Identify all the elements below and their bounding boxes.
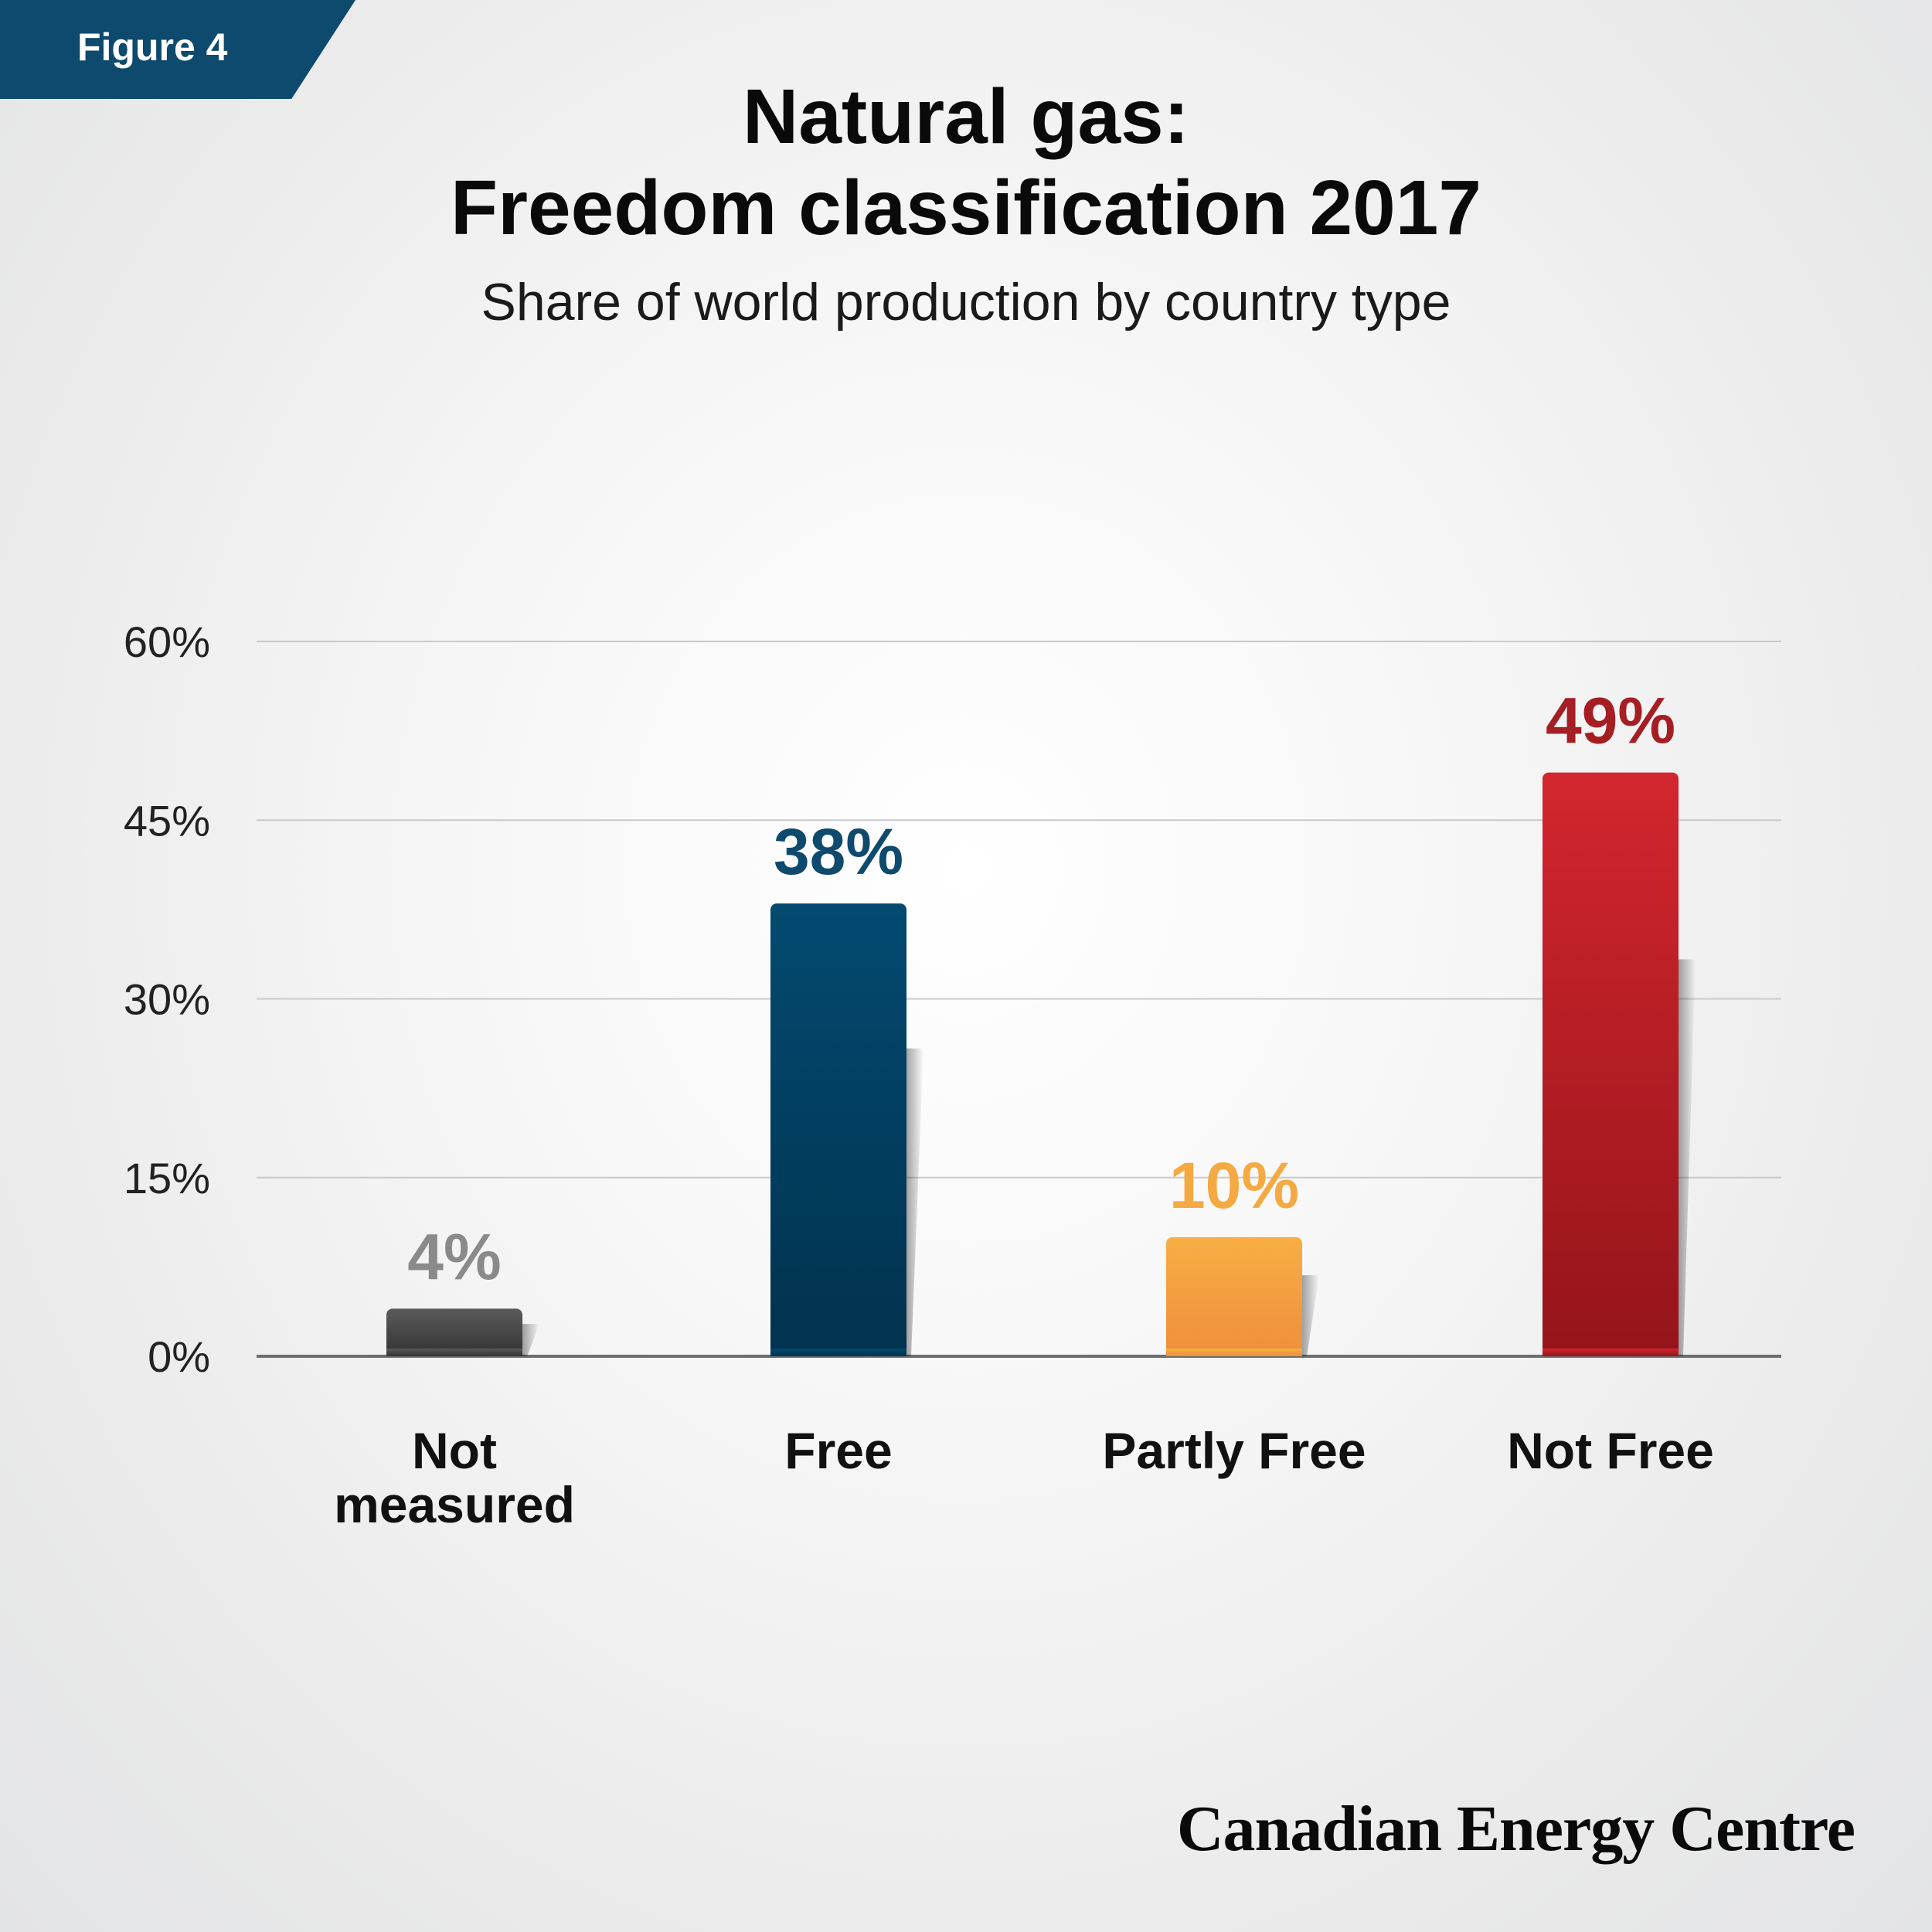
y-tick-label: 15% xyxy=(124,1154,210,1202)
category-label-not-measured: Not xyxy=(412,1422,497,1479)
bar-base xyxy=(1543,1349,1679,1356)
bar-not-free xyxy=(1543,772,1679,1356)
bar-shadow xyxy=(522,1324,539,1356)
bar-shadow xyxy=(1302,1275,1319,1356)
category-label-not-free: Not Free xyxy=(1507,1422,1714,1479)
value-label-not-measured: 4% xyxy=(407,1220,501,1293)
y-tick-label: 60% xyxy=(124,617,210,666)
grid-layer: 0% 15% 30% 45% 60% xyxy=(124,617,1781,1381)
y-tick-label: 30% xyxy=(124,975,210,1024)
category-label-partly-free: Partly Free xyxy=(1102,1422,1366,1479)
chart-title: Natural gas: Freedom classification 2017 xyxy=(0,71,1932,253)
figure-badge xyxy=(0,0,355,99)
value-label-free: 38% xyxy=(774,815,903,888)
brand-logo-text: Canadian Energy Centre xyxy=(1176,1793,1855,1865)
bar-shadow xyxy=(1679,959,1696,1356)
title-line-1: Natural gas: xyxy=(743,73,1189,160)
bar-base xyxy=(770,1349,906,1356)
category-label-free: Free xyxy=(784,1422,892,1479)
bar-free xyxy=(770,903,906,1356)
bar-partly-free xyxy=(1166,1236,1302,1356)
value-label-not-free: 49% xyxy=(1546,685,1675,757)
chart-subtitle: Share of world production by country typ… xyxy=(481,273,1451,332)
y-tick-label: 0% xyxy=(148,1332,210,1381)
figure-label: Figure 4 xyxy=(77,26,228,69)
title-line-2: Freedom classification 2017 xyxy=(451,165,1481,251)
bar-base xyxy=(1166,1349,1302,1356)
y-tick-label: 45% xyxy=(124,796,210,845)
bar-not-measured xyxy=(386,1308,522,1356)
category-label-not-measured: measured xyxy=(334,1476,575,1533)
bars-layer xyxy=(386,772,1696,1356)
value-label-partly-free: 10% xyxy=(1169,1149,1299,1222)
bar-base xyxy=(386,1349,522,1356)
bar-shadow xyxy=(906,1048,923,1356)
